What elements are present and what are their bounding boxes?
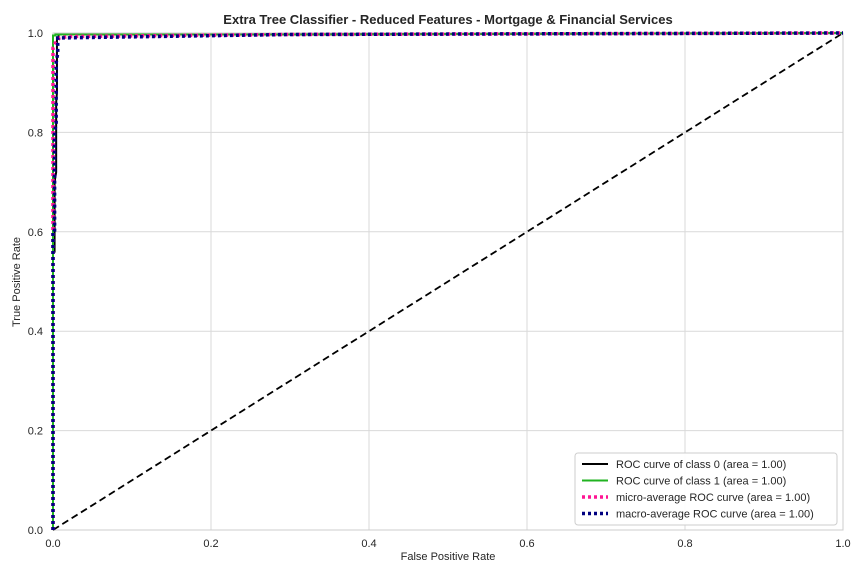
y-tick-label: 1.0 xyxy=(28,28,43,40)
chart-title: Extra Tree Classifier - Reduced Features… xyxy=(223,12,672,27)
x-tick-label: 0.8 xyxy=(677,538,692,550)
legend-label-1: ROC curve of class 1 (area = 1.00) xyxy=(616,476,786,488)
y-tick-label: 0.2 xyxy=(28,426,43,438)
series-layer xyxy=(51,31,844,531)
legend: ROC curve of class 0 (area = 1.00) ROC cu… xyxy=(574,452,838,526)
x-axis-label: False Positive Rate xyxy=(401,551,496,563)
legend-label-2: micro-average ROC curve (area = 1.00) xyxy=(616,492,810,504)
series-line-3 xyxy=(51,31,844,530)
y-tick-label: 0.4 xyxy=(28,326,43,338)
y-tick-label: 0.8 xyxy=(28,127,43,139)
grid xyxy=(52,32,844,531)
y-tick-label: 0.0 xyxy=(28,525,43,537)
x-tick-labels: 0.0 0.2 0.4 0.6 0.8 1.0 xyxy=(45,538,850,550)
x-tick-label: 0.4 xyxy=(361,538,376,550)
x-tick-label: 0.2 xyxy=(203,538,218,550)
x-tick-label: 0.6 xyxy=(519,538,534,550)
legend-label-0: ROC curve of class 0 (area = 1.00) xyxy=(616,459,786,471)
legend-label-3: macro-average ROC curve (area = 1.00) xyxy=(616,509,814,521)
legend-box xyxy=(574,452,838,526)
y-tick-label: 0.6 xyxy=(28,227,43,239)
y-axis-label: True Positive Rate xyxy=(11,237,23,327)
x-tick-label: 0.0 xyxy=(45,538,60,550)
diagonal-reference-line xyxy=(52,32,844,531)
y-tick-labels: 0.0 0.2 0.4 0.6 0.8 1.0 xyxy=(28,28,43,537)
x-tick-label: 1.0 xyxy=(835,538,850,550)
